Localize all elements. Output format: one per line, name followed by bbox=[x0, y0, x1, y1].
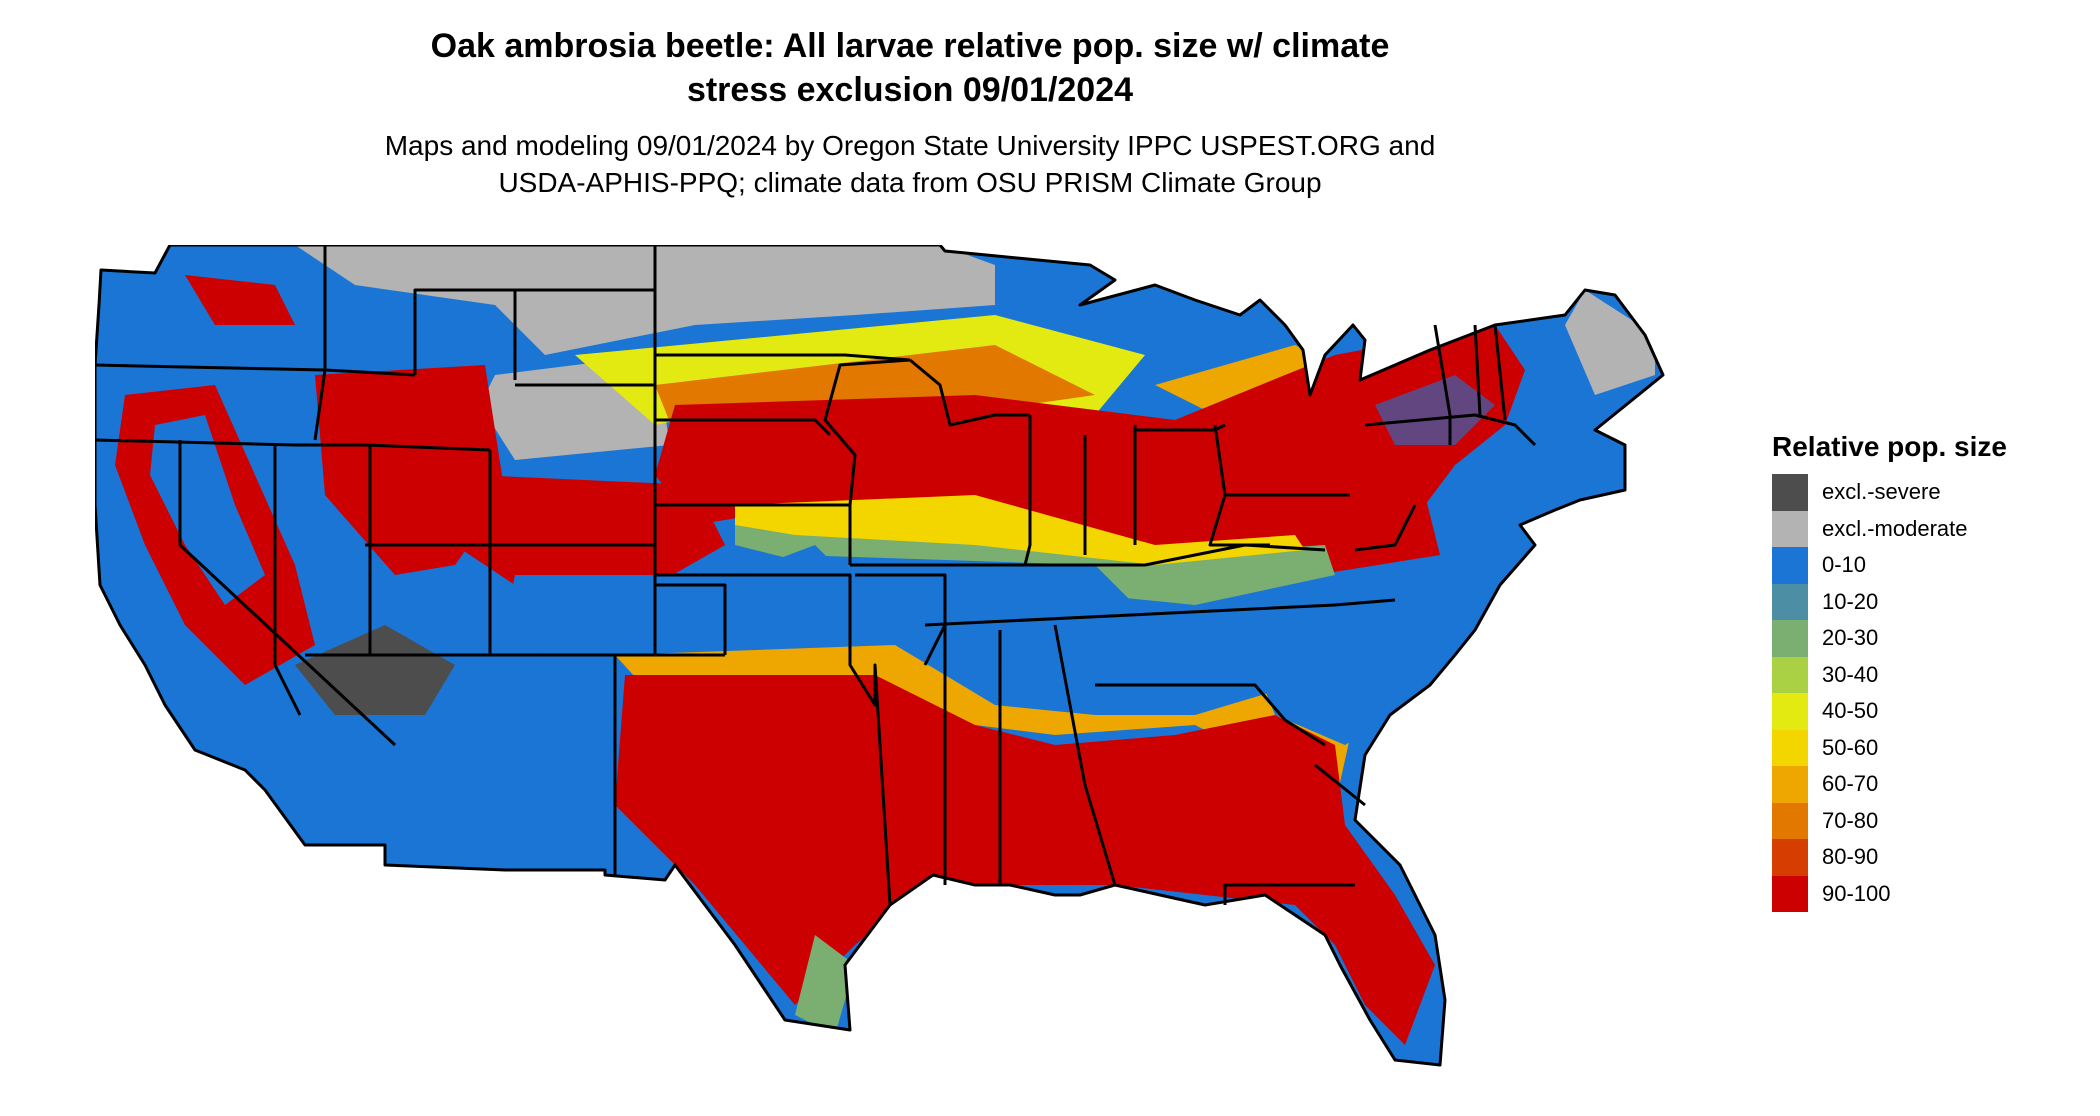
legend-title: Relative pop. size bbox=[1772, 431, 2007, 462]
legend: Relative pop. size excl.-severe excl.-mod… bbox=[1772, 430, 2092, 912]
legend-label: 40-50 bbox=[1822, 698, 1879, 724]
title-line-1: Oak ambrosia beetle: All larvae relative… bbox=[430, 27, 1390, 65]
legend-item: 90-100 bbox=[1772, 875, 2092, 912]
legend-swatch bbox=[1772, 583, 1808, 620]
legend-swatch bbox=[1772, 729, 1808, 766]
legend-label: 50-60 bbox=[1822, 734, 1879, 760]
map-subtitle: Maps and modeling 09/01/2024 by Oregon S… bbox=[300, 127, 1520, 201]
legend-swatch bbox=[1772, 875, 1808, 912]
legend-item: 10-20 bbox=[1772, 583, 2092, 620]
legend-item: 70-80 bbox=[1772, 802, 2092, 839]
legend-swatch bbox=[1772, 474, 1808, 511]
legend-label: 90-100 bbox=[1822, 880, 1891, 906]
legend-swatch bbox=[1772, 766, 1808, 803]
legend-label: 70-80 bbox=[1822, 807, 1879, 833]
legend-items: excl.-severe excl.-moderate 0-10 10-20 20-30… bbox=[1772, 474, 2092, 912]
legend-item: 30-40 bbox=[1772, 656, 2092, 693]
legend-swatch bbox=[1772, 656, 1808, 693]
legend-item: excl.-severe bbox=[1772, 474, 2092, 511]
legend-swatch bbox=[1772, 693, 1808, 730]
legend-swatch bbox=[1772, 839, 1808, 876]
legend-swatch bbox=[1772, 547, 1808, 584]
subtitle-line-1: Maps and modeling 09/01/2024 by Oregon S… bbox=[384, 130, 1436, 161]
legend-swatch bbox=[1772, 510, 1808, 547]
legend-label: excl.-moderate bbox=[1822, 515, 1968, 541]
legend-label: excl.-severe bbox=[1822, 479, 1941, 505]
legend-label: 10-20 bbox=[1822, 588, 1879, 614]
legend-item: 50-60 bbox=[1772, 729, 2092, 766]
legend-label: 30-40 bbox=[1822, 661, 1879, 687]
subtitle-line-2: USDA-APHIS-PPQ; climate data from OSU PR… bbox=[498, 167, 1322, 198]
legend-swatch bbox=[1772, 802, 1808, 839]
legend-item: 60-70 bbox=[1772, 766, 2092, 803]
legend-item: excl.-moderate bbox=[1772, 510, 2092, 547]
legend-label: 60-70 bbox=[1822, 771, 1879, 797]
legend-item: 40-50 bbox=[1772, 693, 2092, 730]
legend-label: 80-90 bbox=[1822, 844, 1879, 870]
title-line-2: stress exclusion 09/01/2024 bbox=[686, 71, 1134, 109]
legend-item: 80-90 bbox=[1772, 839, 2092, 876]
us-population-map bbox=[95, 245, 1665, 1067]
map-title: Oak ambrosia beetle: All larvae relative… bbox=[340, 24, 1480, 112]
legend-item: 0-10 bbox=[1772, 547, 2092, 584]
legend-swatch bbox=[1772, 620, 1808, 657]
legend-label: 20-30 bbox=[1822, 625, 1879, 651]
legend-item: 20-30 bbox=[1772, 620, 2092, 657]
legend-label: 0-10 bbox=[1822, 552, 1867, 578]
